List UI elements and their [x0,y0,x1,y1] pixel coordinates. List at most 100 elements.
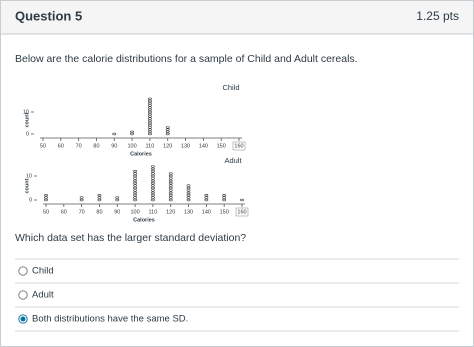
x-tick-label: 100 [130,209,139,215]
dot [165,130,170,134]
dot [79,196,84,199]
answer-option[interactable]: Both distributions have the same SD. [18,314,189,325]
dot [151,184,155,187]
dot [148,128,152,131]
dot [186,198,191,202]
radio-button[interactable] [18,290,28,300]
dot [79,198,84,202]
dot [151,186,155,190]
dot [151,174,155,178]
dot-column [240,198,244,202]
dot [148,104,152,107]
x-tick-label: 90 [111,143,117,149]
dot-column [133,170,137,202]
x-axis-label: Calories [130,151,152,157]
dot [168,186,173,190]
option-label[interactable]: Both distributions have the same SD. [32,314,188,325]
x-tick-label: 120 [163,143,172,149]
dot [148,101,152,105]
dot [44,194,48,197]
question-title: Question 5 [15,8,82,23]
answer-option[interactable]: Child [18,266,54,277]
dot [133,179,137,183]
dot [168,191,173,195]
radio-button[interactable] [18,266,28,276]
dot [186,189,191,192]
radio-dot [20,316,26,322]
dot [133,177,137,180]
dot-column [130,130,134,136]
dot [168,194,173,197]
dot [186,186,191,190]
option-label[interactable]: Child [32,266,54,277]
x-tick-label: 80 [96,209,102,215]
dot [151,196,155,199]
question-text: Which data set has the larger standard d… [15,232,246,244]
x-tick-label: 160 [234,143,243,149]
dot-column [44,194,48,202]
dot [97,194,102,197]
dot [186,184,191,187]
dot-plot: Adult 50 60 70 80 90 100 110 120 130 140 150 160 0 10 C… [24,156,249,223]
dot [148,117,152,120]
x-tick-label: 160 [237,209,246,215]
dot-column [186,184,191,202]
dot [186,194,191,197]
dot-column [97,194,102,202]
dot [151,198,155,202]
dot [97,196,102,199]
dot [148,112,152,116]
dot [151,177,155,180]
y-axis-label: count [24,112,30,127]
dot [133,172,137,175]
dot [133,184,137,187]
x-tick-label: 60 [61,209,67,215]
dot [133,198,137,202]
dot [151,172,155,175]
answer-options: Child Adult Both distributions have the sa… [15,258,459,332]
option-label[interactable]: Adult [32,290,54,301]
dot [148,123,152,127]
dot [151,191,155,195]
dot [168,177,173,180]
dot [165,132,170,136]
dot-column [148,97,152,136]
x-tick-label: 140 [202,209,211,215]
dot [204,198,209,202]
dot [151,165,155,168]
dot [204,196,209,199]
x-tick-label: 80 [93,143,99,149]
dot [148,115,152,118]
x-tick-label: 130 [184,209,193,215]
dot [168,184,173,187]
dot [222,198,227,202]
y-axis-label: count [24,178,30,193]
dot [151,179,155,183]
dot [168,174,173,178]
x-tick-label: 50 [43,209,49,215]
dot [130,132,134,136]
dot-column [222,194,227,202]
dot [115,196,120,199]
dot [186,196,191,199]
dot-column [115,196,120,202]
dot [168,179,173,183]
dot [148,110,152,114]
dot [204,194,209,197]
prompt: Below are the calorie distributions for … [15,53,358,65]
dot [133,191,137,195]
answer-option[interactable]: Adult [18,290,54,301]
dot [148,97,152,101]
question-points: 1.25 pts [416,9,459,23]
dot-column [165,126,170,136]
dot [148,121,152,125]
dot [222,194,227,197]
dot-column [112,132,117,136]
dot [133,194,137,197]
dot [165,126,170,129]
dot [133,174,137,178]
dot-column [204,194,209,202]
plot-title: Adult [224,156,242,165]
